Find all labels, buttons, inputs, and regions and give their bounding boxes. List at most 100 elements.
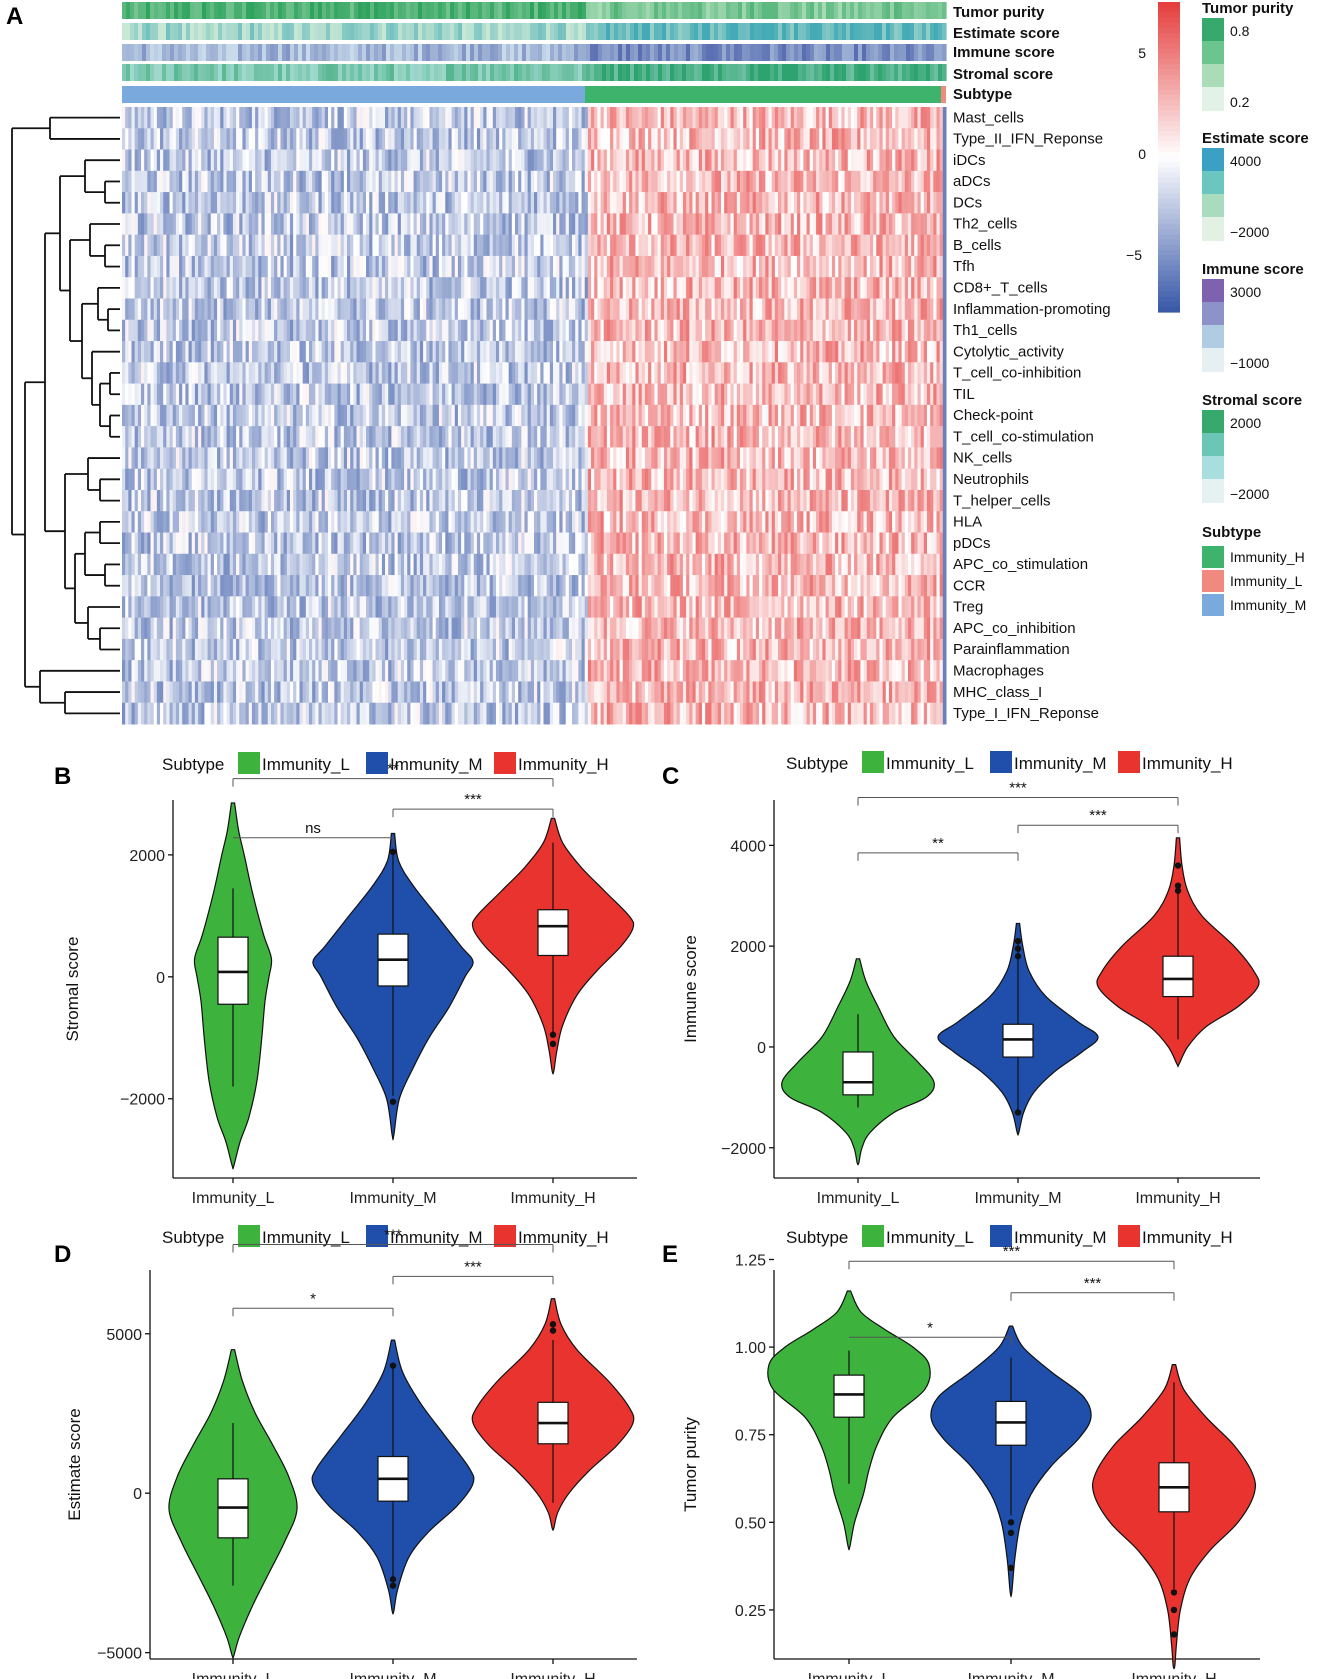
heatmap-cell [727,319,731,342]
heatmap-cell [172,234,177,257]
heatmap-cell [236,426,240,448]
heatmap-cell [350,341,354,363]
heatmap-cell [537,213,541,236]
heatmap-cell [451,426,456,448]
heatmap-cell [584,404,589,427]
heatmap-cell [445,149,449,172]
heatmap-cell [895,213,899,236]
heatmap-cell [559,128,564,151]
heatmap-cell [537,128,541,151]
heatmap-cell [540,277,545,299]
heatmap-cell [581,128,586,151]
heatmap-cell [239,341,243,363]
heatmap-cell [261,213,266,236]
track-cell [926,2,931,19]
track-cell [338,44,343,61]
heatmap-cell [499,234,503,257]
heatmap-cell [296,107,300,129]
heatmap-cell [432,170,437,193]
heatmap-cell [673,128,678,151]
heatmap-cell [343,107,348,129]
heatmap-cell [470,149,475,172]
heatmap-cell [201,383,205,406]
heatmap-cell [283,128,288,151]
heatmap-cell [312,426,316,448]
heatmap-cell [464,319,468,342]
heatmap-cell [572,426,576,448]
heatmap-cell [419,107,424,129]
heatmap-cell [673,298,678,321]
heatmap-cell [610,362,614,385]
heatmap-cell [793,192,798,214]
heatmap-cell [923,107,928,129]
heatmap-cell [654,128,659,151]
heatmap-cell [594,426,598,448]
heatmap-cell [350,362,354,385]
heatmap-cell [432,319,437,342]
heatmap-cell [885,319,890,342]
heatmap-cell [816,149,820,172]
heatmap-cell [755,426,760,448]
track-cell [722,2,727,19]
heatmap-cell [920,128,925,151]
heatmap-cell [866,404,871,427]
heatmap-cell [255,404,259,427]
heatmap-cell [299,277,304,299]
heatmap-cell [730,298,735,321]
heatmap-cell [470,426,475,448]
track-cell [586,64,591,81]
track-cell [866,23,871,40]
heatmap-cell [638,170,643,193]
heatmap-cell [648,170,652,193]
heatmap-cell [711,255,716,278]
track-cell [546,23,551,40]
heatmap-cell [701,426,706,448]
track-cell [922,64,927,81]
heatmap-cell [185,128,190,151]
heatmap-cell [568,149,573,172]
heatmap-cell [308,107,313,129]
heatmap-cell [255,298,259,321]
heatmap-cell [670,213,674,236]
heatmap-cell [305,277,310,299]
heatmap-cell [755,234,760,257]
track-cell [170,2,175,19]
heatmap-cell [746,404,751,427]
track-cell [342,64,347,81]
heatmap-cell [416,149,421,172]
heatmap-cell [695,426,700,448]
heatmap-cell [679,107,684,129]
heatmap-cell [825,255,830,278]
heatmap-cell [470,128,475,151]
track-cell [642,44,647,61]
heatmap-cell [743,107,747,129]
heatmap-cell [673,149,678,172]
heatmap-cell [793,383,798,406]
heatmap-cell [568,107,573,129]
heatmap-cell [321,170,326,193]
heatmap-cell [819,383,823,406]
heatmap-cell [812,362,817,385]
heatmap-cell [689,213,693,236]
track-cell [390,23,395,40]
heatmap-cell [188,362,193,385]
heatmap-cell [492,128,497,151]
heatmap-cell [752,277,757,299]
heatmap-cell [540,107,545,129]
heatmap-cell [863,255,868,278]
heatmap-cell [603,277,608,299]
heatmap-cell [901,277,906,299]
heatmap-cell [828,362,833,385]
heatmap-cell [543,170,548,193]
heatmap-cell [746,319,751,342]
heatmap-cell [635,192,640,214]
heatmap-cell [125,319,129,342]
heatmap-cell [391,298,396,321]
heatmap-cell [429,234,434,257]
track-cell [226,44,231,61]
heatmap-cell [131,128,136,151]
heatmap-cell [572,213,576,236]
heatmap-cell [838,404,842,427]
track-cell [598,23,603,40]
heatmap-cell [768,383,773,406]
